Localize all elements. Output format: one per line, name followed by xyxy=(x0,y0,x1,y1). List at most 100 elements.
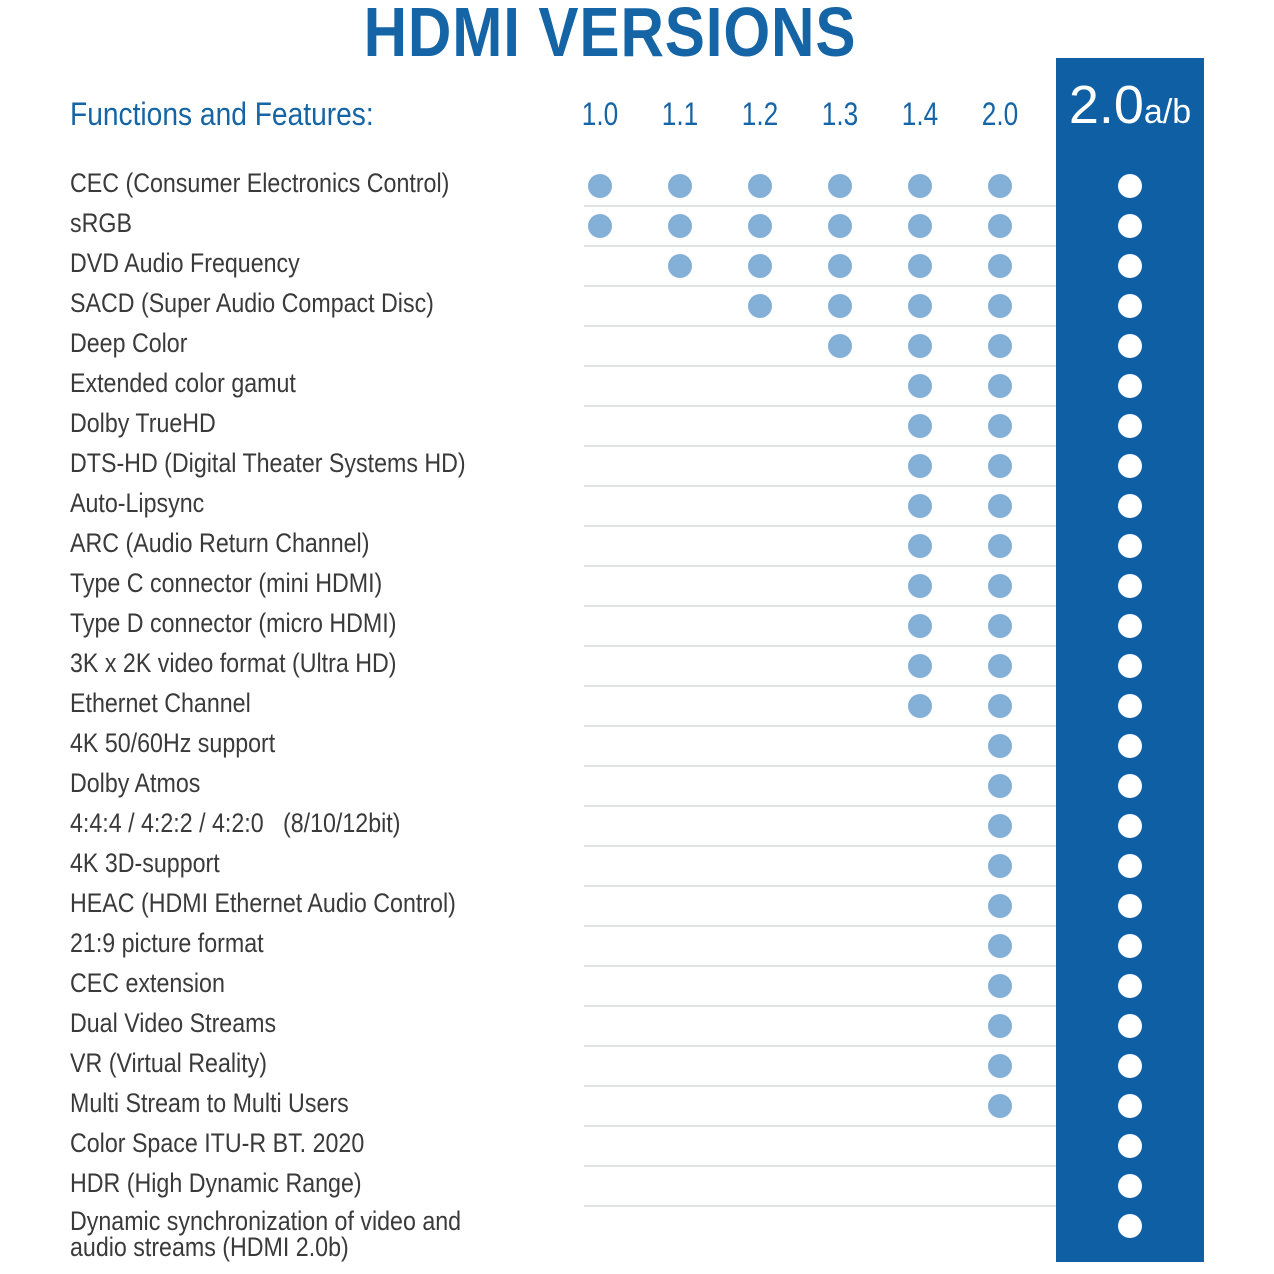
feature-label: Dual Video Streams xyxy=(70,1008,277,1038)
row-divider xyxy=(584,885,1056,887)
feature-label: Deep Color xyxy=(70,328,188,358)
row-divider xyxy=(584,1165,1056,1167)
feature-dot-2-0a-b xyxy=(1118,574,1142,598)
feature-dot-1-3 xyxy=(828,174,852,198)
feature-dot-2-0 xyxy=(988,174,1012,198)
row-divider xyxy=(584,285,1056,287)
feature-dot-2-0a-b xyxy=(1118,534,1142,558)
feature-label: Dolby Atmos xyxy=(70,768,201,798)
feature-dot-2-0 xyxy=(988,1054,1012,1078)
row-divider xyxy=(584,805,1056,807)
feature-dot-2-0a-b xyxy=(1118,614,1142,638)
feature-dot-2-0 xyxy=(988,654,1012,678)
feature-label: 4:4:4 / 4:2:2 / 4:2:0 (8/10/12bit) xyxy=(70,808,401,838)
feature-dot-2-0 xyxy=(988,694,1012,718)
feature-label: sRGB xyxy=(70,208,132,238)
feature-dot-2-0 xyxy=(988,1014,1012,1038)
feature-dot-2-0 xyxy=(988,974,1012,998)
version-label-1-0: 1.0 xyxy=(581,96,619,132)
feature-dot-2-0 xyxy=(988,454,1012,478)
version-label-2-0: 2.0 xyxy=(981,96,1019,132)
row-divider xyxy=(584,845,1056,847)
feature-label: Multi Stream to Multi Users xyxy=(70,1088,349,1118)
feature-label: Type C connector (mini HDMI) xyxy=(70,568,383,598)
row-divider xyxy=(584,445,1056,447)
feature-dot-1-3 xyxy=(828,214,852,238)
row-divider xyxy=(584,645,1056,647)
feature-label: 4K 50/60Hz support xyxy=(70,728,276,758)
feature-dot-1-1 xyxy=(668,254,692,278)
feature-dot-2-0a-b xyxy=(1118,1214,1142,1238)
feature-dot-2-0a-b xyxy=(1118,1054,1142,1078)
feature-dot-1-4 xyxy=(908,174,932,198)
row-divider xyxy=(584,685,1056,687)
feature-dot-2-0 xyxy=(988,614,1012,638)
row-divider xyxy=(584,1125,1056,1127)
feature-label: Dynamic synchronization of video and aud… xyxy=(70,1206,468,1262)
version-suffix-text: a/b xyxy=(1143,93,1192,131)
feature-dot-2-0a-b xyxy=(1118,814,1142,838)
feature-label: HEAC (HDMI Ethernet Audio Control) xyxy=(70,888,456,918)
feature-label: CEC (Consumer Electronics Control) xyxy=(70,168,450,198)
feature-dot-2-0a-b xyxy=(1118,854,1142,878)
row-divider xyxy=(584,485,1056,487)
feature-label: ARC (Audio Return Channel) xyxy=(70,528,370,558)
feature-dot-2-0 xyxy=(988,294,1012,318)
feature-dot-2-0 xyxy=(988,894,1012,918)
feature-dot-2-0 xyxy=(988,254,1012,278)
feature-dot-2-0 xyxy=(988,494,1012,518)
feature-label: 21:9 picture format xyxy=(70,928,264,958)
feature-dot-2-0a-b xyxy=(1118,334,1142,358)
version-label-1-1: 1.1 xyxy=(661,96,699,132)
feature-label: Type D connector (micro HDMI) xyxy=(70,608,397,638)
feature-label: Dolby TrueHD xyxy=(70,408,216,438)
feature-dot-1-4 xyxy=(908,574,932,598)
feature-dot-2-0a-b xyxy=(1118,774,1142,798)
version-label-1-3: 1.3 xyxy=(821,96,859,132)
feature-dot-1-2 xyxy=(748,294,772,318)
feature-dot-2-0a-b xyxy=(1118,294,1142,318)
feature-dot-2-0 xyxy=(988,534,1012,558)
feature-dot-2-0 xyxy=(988,934,1012,958)
version-label-1-2: 1.2 xyxy=(741,96,779,132)
feature-dot-2-0a-b xyxy=(1118,414,1142,438)
feature-label: CEC extension xyxy=(70,968,225,998)
feature-dot-2-0a-b xyxy=(1118,934,1142,958)
feature-dot-2-0 xyxy=(988,214,1012,238)
feature-label: 3K x 2K video format (Ultra HD) xyxy=(70,648,397,678)
feature-dot-2-0a-b xyxy=(1118,1174,1142,1198)
feature-dot-2-0 xyxy=(988,854,1012,878)
feature-dot-1-0 xyxy=(588,214,612,238)
version-label-2-0ab: 2.0a/b xyxy=(1069,74,1191,136)
feature-dot-2-0a-b xyxy=(1118,254,1142,278)
row-divider xyxy=(584,245,1056,247)
feature-dot-1-4 xyxy=(908,334,932,358)
row-divider xyxy=(584,925,1056,927)
row-divider xyxy=(584,365,1056,367)
feature-dot-1-4 xyxy=(908,494,932,518)
row-divider xyxy=(584,1005,1056,1007)
feature-dot-2-0a-b xyxy=(1118,654,1142,678)
row-divider xyxy=(584,1045,1056,1047)
feature-dot-2-0a-b xyxy=(1118,1014,1142,1038)
feature-dot-2-0 xyxy=(988,814,1012,838)
feature-dot-1-4 xyxy=(908,654,932,678)
feature-dot-2-0a-b xyxy=(1118,374,1142,398)
version-main-text: 2.0 xyxy=(1068,75,1144,135)
feature-dot-2-0 xyxy=(988,734,1012,758)
row-divider xyxy=(584,605,1056,607)
row-divider xyxy=(584,1205,1056,1207)
row-divider xyxy=(584,1085,1056,1087)
feature-label: DTS-HD (Digital Theater Systems HD) xyxy=(70,448,466,478)
chart-title: HDMI VERSIONS xyxy=(363,0,857,71)
row-divider xyxy=(584,965,1056,967)
feature-dot-1-4 xyxy=(908,414,932,438)
row-divider xyxy=(584,525,1056,527)
feature-dot-2-0 xyxy=(988,774,1012,798)
feature-label: 4K 3D-support xyxy=(70,848,220,878)
feature-dot-2-0a-b xyxy=(1118,894,1142,918)
feature-dot-1-4 xyxy=(908,214,932,238)
features-heading: Functions and Features: xyxy=(70,96,374,132)
row-divider xyxy=(584,205,1056,207)
feature-label: VR (Virtual Reality) xyxy=(70,1048,268,1078)
